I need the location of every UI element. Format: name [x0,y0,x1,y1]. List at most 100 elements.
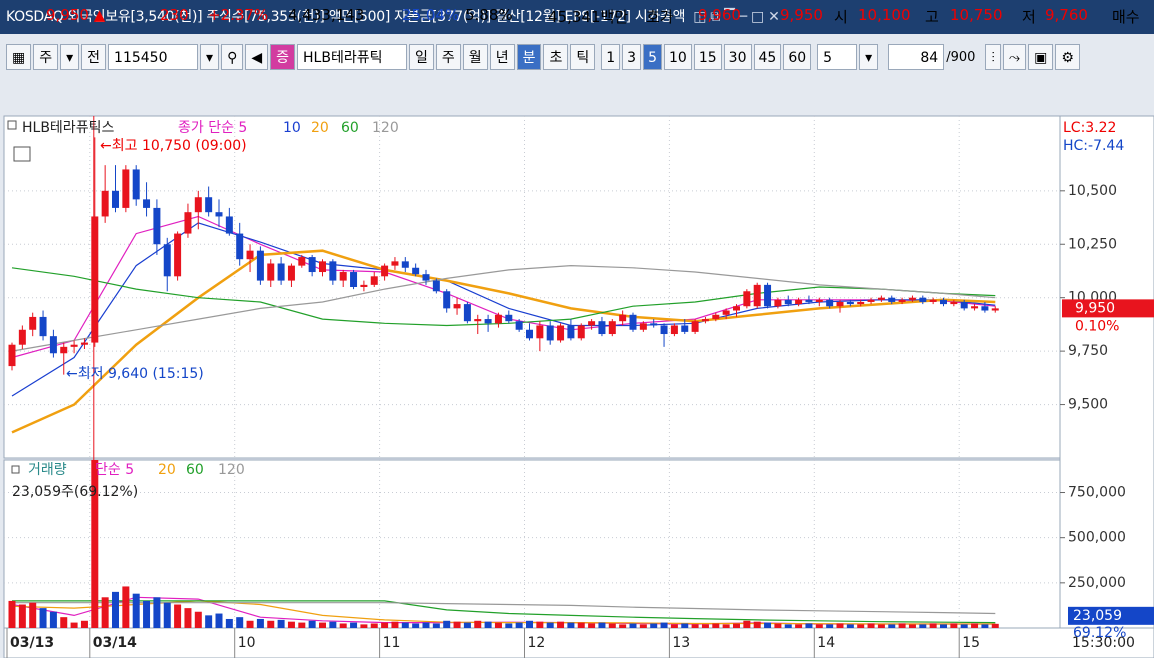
ma-line [12,600,996,624]
interval-button[interactable]: 1 [601,44,621,70]
interval-button[interactable]: 60 [783,44,812,70]
quote-field: 5.88% [465,6,513,24]
quote-field: 고 [925,8,939,26]
candle-body [391,261,399,266]
legend-box [7,120,17,130]
volume-bar [153,597,161,628]
volume-tag-label: 23,059 [1073,608,1122,624]
save-button[interactable]: ▣ [1028,44,1054,70]
dropdown[interactable]: ▾ [200,44,220,70]
candle-body [184,212,192,234]
candle-body [764,284,772,307]
volume-bar [370,623,378,628]
candle-body [8,344,16,367]
quote-field: 저 [1022,8,1036,26]
volume-bar [650,623,658,628]
candle-body [608,321,616,335]
volume-bar [857,624,865,628]
count-input[interactable]: 5 [817,44,858,70]
volume-bar [784,624,792,628]
x-tick-label: 15 [962,635,980,651]
candle-body [743,291,751,307]
dropdown[interactable]: ▾ [60,44,80,70]
candle-body [194,197,202,213]
market-select[interactable]: 주 [33,44,59,70]
volume-bar [225,618,233,628]
right-axis [1059,115,1154,629]
ma-legend: 단순 5 [95,462,134,478]
interval-button[interactable]: 30 [723,44,752,70]
period-button[interactable]: 주 [435,44,461,70]
tool-button[interactable]: ⤳ [1002,44,1027,70]
period-button[interactable]: 일 [409,44,434,70]
candle-body [867,299,875,302]
volume-bar [484,621,492,628]
code-input[interactable]: 115450 [108,44,199,70]
volume-tag [1068,606,1154,625]
menu-button[interactable]: ▦ [6,44,32,70]
candle-body [753,284,761,307]
price-tag-label: 9,950 [1075,300,1115,316]
ma-line [12,602,996,615]
interval-button[interactable]: 5 [643,44,663,70]
window-icons[interactable]: ◫ ⧉ ▔ ─ □ ✕ [693,9,780,25]
volume-bar [39,608,47,628]
volume-bar [826,624,834,628]
volume-bar [246,620,254,628]
sound-button[interactable]: ◀ [245,44,269,70]
period-button[interactable]: 년 [489,44,515,70]
interval-button[interactable]: 15 [693,44,722,70]
settings-button[interactable]: ⚙ [1055,44,1080,70]
quote-field: 9,950 [780,6,823,24]
volume-note: 23,059주(69.12%) [12,484,138,500]
tool-button[interactable]: ⫶ [985,44,1001,70]
candle-body [919,297,927,302]
volume-bar [29,602,37,628]
volume-bar [101,597,109,628]
candle-body [712,314,720,320]
volume-bar [608,623,616,628]
volume-bar [60,617,68,628]
volume-bar [49,611,57,628]
legend-box [11,465,20,474]
volume-bar [733,623,740,628]
period-button[interactable]: 월 [462,44,488,70]
volume-bar [350,622,358,628]
volume-bar [950,623,958,628]
volume-bar [194,611,202,628]
volume-bar [256,618,264,628]
volume-bar [960,624,968,628]
volume-bar [443,620,451,628]
interval-button[interactable]: 10 [664,44,692,70]
interval-button[interactable]: 45 [753,44,782,70]
shown-input[interactable]: 84 [888,44,945,70]
candle-body [898,299,906,302]
dropdown[interactable]: ▾ [859,44,879,70]
volume-bar [339,623,347,628]
candle-body [298,257,306,266]
volume-pct-label: 69.12% [1073,625,1126,641]
x-tick-label: 12 [528,635,546,651]
change-label: 0.10% [1075,318,1119,334]
volume-bar [412,623,420,628]
volume-bar [774,623,782,628]
legend-entry: 120 [372,120,399,136]
candle-body [670,325,678,335]
quote-field: 9,950 ▲ [46,6,106,24]
prev-button[interactable]: 전 [81,44,107,70]
volume-bar [536,621,544,628]
volume-bar [143,600,151,628]
candle-body [836,301,844,307]
period-button[interactable]: 틱 [570,44,596,70]
volume-name: 거래량 [28,462,67,478]
volume-bar [474,620,482,628]
search-button[interactable]: ⚲ [221,44,244,70]
candle-body [18,329,26,345]
candle-body [639,323,647,330]
period-button[interactable]: 분 [516,44,542,70]
volume-bar [919,624,927,628]
period-button[interactable]: 초 [543,44,569,70]
legend-entry: 10 [283,120,301,136]
interval-button[interactable]: 3 [622,44,642,70]
